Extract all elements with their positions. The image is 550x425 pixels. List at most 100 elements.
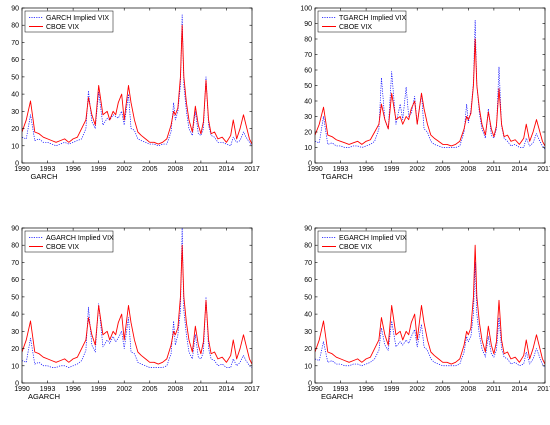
x-tick-label: 2008 [461, 386, 477, 393]
legend-label: CBOE VIX [339, 24, 372, 31]
x-tick-label: 1996 [358, 386, 374, 393]
x-tick-label: 2014 [219, 166, 235, 173]
y-tick-label: 90 [304, 21, 312, 28]
implied-vix-line [315, 20, 545, 150]
y-tick-label: 80 [304, 243, 312, 250]
x-tick-label: 1999 [91, 166, 107, 173]
x-tick-label: 2011 [193, 386, 208, 393]
y-tick-label: 30 [304, 329, 312, 336]
y-tick-label: 60 [304, 68, 312, 75]
y-tick-label: 50 [304, 83, 312, 90]
x-tick-label: 1993 [40, 166, 56, 173]
y-tick-label: 90 [11, 226, 19, 233]
x-tick-label: 1999 [384, 386, 400, 393]
x-tick-label: 2002 [116, 386, 132, 393]
x-tick-label: 2002 [409, 166, 425, 173]
x-tick-label: 2014 [219, 386, 235, 393]
x-tick-label: 2017 [537, 386, 550, 393]
y-tick-label: 10 [304, 363, 312, 370]
x-axis-label: AGARCH [28, 392, 60, 401]
y-tick-label: 50 [11, 74, 19, 81]
x-tick-label: 2005 [142, 166, 158, 173]
legend-label: GARCH Implied VIX [46, 15, 109, 22]
y-tick-label: 70 [304, 260, 312, 267]
legend-label: CBOE VIX [46, 244, 79, 251]
implied-vix-line [22, 228, 252, 368]
y-tick-label: 30 [11, 329, 19, 336]
y-tick-label: 90 [11, 6, 19, 13]
x-tick-label: 1993 [333, 166, 349, 173]
implied-vix-line [22, 14, 252, 147]
x-tick-label: 2005 [435, 386, 451, 393]
y-tick-label: 0 [15, 161, 19, 168]
y-tick-label: 20 [11, 346, 19, 353]
chart-panel-1: 1990 1993 1996 1999 2002 2005 2008 2011 2014 2017… [11, 6, 260, 182]
legend-label: CBOE VIX [46, 24, 79, 31]
x-tick-label: 1993 [333, 386, 349, 393]
y-tick-label: 20 [11, 126, 19, 133]
y-tick-label: 20 [304, 130, 312, 137]
x-tick-label: 1990 [307, 166, 323, 173]
x-tick-label: 2011 [486, 166, 501, 173]
y-tick-label: 60 [304, 277, 312, 284]
x-tick-label: 2002 [409, 386, 425, 393]
x-tick-label: 1990 [14, 166, 30, 173]
chart-panel-2: 1990 1993 1996 1999 2002 2005 2008 2011 2014 2017… [300, 6, 550, 182]
cboe-vix-line [22, 244, 252, 365]
x-tick-label: 1990 [307, 386, 323, 393]
axes-box [21, 227, 253, 384]
y-tick-label: 50 [304, 294, 312, 301]
y-tick-label: 60 [11, 277, 19, 284]
x-axis-label: TGARCH [321, 172, 353, 181]
cboe-vix-line [315, 244, 545, 365]
y-tick-label: 0 [15, 381, 19, 388]
legend-box [24, 10, 114, 33]
y-tick-label: 80 [11, 23, 19, 30]
y-tick-label: 70 [11, 40, 19, 47]
x-tick-label: 2014 [512, 386, 528, 393]
y-tick-label: 100 [300, 6, 312, 13]
y-tick-label: 40 [304, 312, 312, 319]
y-tick-label: 10 [11, 363, 19, 370]
implied-vix-line [315, 262, 545, 368]
x-tick-label: 1993 [40, 386, 56, 393]
x-tick-label: 1996 [358, 166, 374, 173]
legend-label: EGARCH Implied VIX [339, 235, 407, 242]
x-tick-label: 2011 [486, 386, 501, 393]
x-tick-label: 2008 [168, 386, 184, 393]
cboe-vix-line [315, 38, 545, 147]
x-tick-label: 2014 [512, 166, 528, 173]
chart-panel-3: 1990 1993 1996 1999 2002 2005 2008 2011 2014 2017… [11, 226, 260, 402]
legend-box [317, 10, 407, 33]
y-tick-label: 70 [304, 52, 312, 59]
x-axis-label: EGARCH [321, 392, 353, 401]
legend-box [24, 230, 114, 253]
y-tick-label: 60 [11, 57, 19, 64]
y-tick-label: 0 [308, 381, 312, 388]
legend-label: TGARCH Implied VIX [339, 15, 407, 22]
y-tick-label: 0 [308, 161, 312, 168]
y-tick-label: 40 [11, 312, 19, 319]
y-tick-label: 70 [11, 260, 19, 267]
y-tick-label: 50 [11, 294, 19, 301]
x-tick-label: 1996 [65, 386, 81, 393]
y-tick-label: 30 [304, 114, 312, 121]
y-tick-label: 20 [304, 346, 312, 353]
legend-box [317, 230, 407, 253]
legend-label: AGARCH Implied VIX [46, 235, 114, 242]
x-tick-label: 2017 [244, 166, 260, 173]
y-tick-label: 40 [11, 92, 19, 99]
chart-panel-4: 1990 1993 1996 1999 2002 2005 2008 2011 2014 2017… [304, 226, 550, 402]
x-tick-label: 1999 [384, 166, 400, 173]
y-tick-label: 90 [304, 226, 312, 233]
x-tick-label: 2011 [193, 166, 208, 173]
legend-label: CBOE VIX [339, 244, 372, 251]
y-tick-label: 40 [304, 99, 312, 106]
axes-box [21, 7, 253, 164]
x-tick-label: 2002 [116, 166, 132, 173]
x-tick-label: 1996 [65, 166, 81, 173]
x-axis-label: GARCH [30, 172, 57, 181]
y-tick-label: 80 [11, 243, 19, 250]
x-tick-label: 2005 [435, 166, 451, 173]
